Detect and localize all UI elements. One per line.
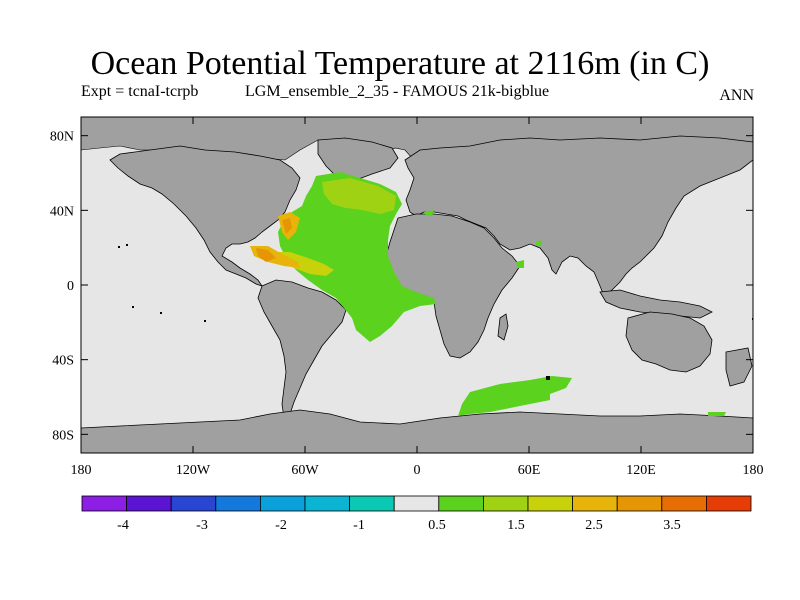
colorbar-label: 1.5: [507, 518, 525, 533]
colorbar-swatch: [304, 495, 350, 512]
colorbar-swatch: [170, 495, 217, 512]
colorbar-swatch: [527, 495, 573, 512]
land-south-america: [257, 279, 347, 419]
colorbar-label: -1: [353, 518, 365, 533]
field-red-sea: [516, 260, 524, 268]
lon-tick-label: 0: [414, 463, 421, 478]
lon-tick-label: 60W: [291, 463, 319, 478]
colorbar-swatch: [572, 495, 618, 512]
field-mediterranean: [424, 210, 434, 216]
colorbar-swatch: [661, 495, 707, 512]
experiment-label: Expt = tcnaI-tcrpb: [81, 83, 199, 100]
colorbar-swatch: [482, 495, 529, 512]
colorbar-swatch: [81, 495, 127, 512]
colorbar-swatch: [438, 495, 484, 512]
colorbar-swatch: [393, 495, 440, 512]
lat-tick-label: 40N: [50, 204, 74, 219]
field-atlantic-green: [278, 172, 436, 342]
colorbar-swatch: [215, 495, 261, 512]
colorbar-label: -3: [196, 518, 208, 533]
field-atlantic-yellowgreen: [322, 178, 396, 214]
colorbar-swatch: [616, 495, 663, 512]
island-kerguelen: [546, 376, 550, 380]
land-australia: [625, 311, 713, 373]
field-persian-gulf: [536, 240, 542, 246]
colorbar-swatch: [349, 495, 395, 512]
colorbar-label: -2: [275, 518, 287, 533]
colorbar-label: -4: [117, 518, 129, 533]
colorbar-swatch: [126, 495, 172, 512]
colorbar: -4 -3 -2 -1 0.5 1.5 2.5 3.5: [81, 495, 752, 533]
lon-tick-label: 180: [743, 463, 764, 478]
lon-tick-label: 120E: [626, 463, 656, 478]
field-southern-green: [458, 376, 572, 416]
field-east-coast-dark: [282, 218, 292, 234]
lat-tick-label: 80N: [50, 130, 74, 145]
lon-tick-label: 180: [71, 463, 92, 478]
latitude-axis: 80N 40N 0 40S 80S: [50, 130, 753, 443]
land-new-zealand: [725, 347, 753, 387]
lat-tick-label: 0: [67, 279, 74, 294]
field-gulf-darkorange: [256, 248, 276, 262]
land-north-america: [109, 145, 301, 287]
colorbar-swatch: [706, 495, 752, 512]
colorbar-swatch: [259, 495, 306, 512]
lat-tick-label: 80S: [52, 428, 74, 443]
lon-tick-label: 60E: [518, 463, 541, 478]
lat-tick-label: 40S: [52, 354, 74, 369]
land-madagascar: [497, 313, 509, 341]
plot-title: Ocean Potential Temperature at 2116m (in…: [90, 45, 710, 82]
ensemble-label: LGM_ensemble_2_35 - FAMOUS 21k-bigblue: [245, 83, 550, 100]
land-maritime-continent: [599, 289, 713, 319]
colorbar-label: 2.5: [585, 518, 603, 533]
land-eurasia: [404, 135, 753, 297]
colorbar-label: 0.5: [428, 518, 446, 533]
colorbar-label: 3.5: [663, 518, 681, 533]
longitude-axis: 180 120W 60W 0 60E 120E 180: [71, 117, 764, 478]
lon-tick-label: 120W: [176, 463, 211, 478]
land-antarctica: [81, 409, 753, 453]
field-southern-small: [708, 412, 726, 416]
season-label: ANN: [719, 87, 754, 104]
